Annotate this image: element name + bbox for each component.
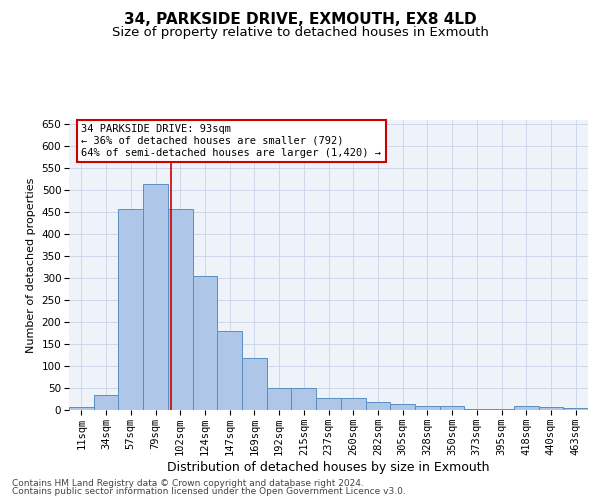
Bar — [316, 398, 341, 410]
Bar — [464, 409, 489, 410]
Text: Size of property relative to detached houses in Exmouth: Size of property relative to detached ho… — [112, 26, 488, 39]
Bar — [168, 209, 193, 410]
Text: 34 PARKSIDE DRIVE: 93sqm
← 36% of detached houses are smaller (792)
64% of semi-: 34 PARKSIDE DRIVE: 93sqm ← 36% of detach… — [82, 124, 382, 158]
X-axis label: Distribution of detached houses by size in Exmouth: Distribution of detached houses by size … — [167, 460, 490, 473]
Bar — [440, 406, 464, 410]
Bar — [365, 402, 390, 410]
Text: 34, PARKSIDE DRIVE, EXMOUTH, EX8 4LD: 34, PARKSIDE DRIVE, EXMOUTH, EX8 4LD — [124, 12, 476, 28]
Bar — [118, 209, 143, 410]
Bar — [143, 184, 168, 410]
Bar — [539, 407, 563, 410]
Text: Contains public sector information licensed under the Open Government Licence v3: Contains public sector information licen… — [12, 487, 406, 496]
Bar — [69, 407, 94, 410]
Bar — [563, 408, 588, 410]
Bar — [242, 358, 267, 410]
Text: Contains HM Land Registry data © Crown copyright and database right 2024.: Contains HM Land Registry data © Crown c… — [12, 478, 364, 488]
Bar — [390, 404, 415, 410]
Bar — [415, 406, 440, 410]
Y-axis label: Number of detached properties: Number of detached properties — [26, 178, 36, 352]
Bar — [292, 388, 316, 410]
Bar — [514, 406, 539, 410]
Bar — [267, 388, 292, 410]
Bar — [193, 276, 217, 410]
Bar — [489, 409, 514, 410]
Bar — [94, 394, 118, 410]
Bar — [217, 331, 242, 410]
Bar — [341, 398, 365, 410]
